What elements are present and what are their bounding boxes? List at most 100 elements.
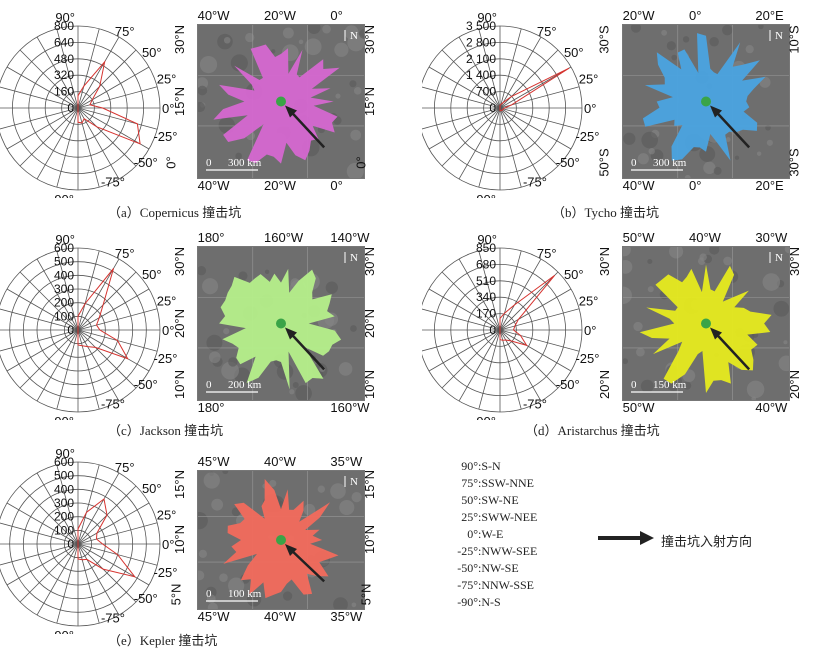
grid-spoke xyxy=(0,522,79,545)
right-coordinate-label: 15°N xyxy=(362,469,378,499)
map-canvas: N 200 km 0 xyxy=(198,247,364,400)
radial-tick-label: 510 xyxy=(476,274,496,288)
angle-label: -25° xyxy=(153,565,177,580)
legend-row: 0°:W-E xyxy=(446,527,503,542)
terrain-crater xyxy=(322,25,331,34)
angle-label: 50° xyxy=(564,45,584,60)
legend-row: -50°:NW-SE xyxy=(446,561,518,576)
terrain-crater xyxy=(246,592,262,607)
terrain-crater xyxy=(684,174,691,178)
terrain-crater xyxy=(207,602,218,609)
radial-tick-label: 3 500 xyxy=(466,19,496,33)
grid-spoke xyxy=(499,329,559,389)
grid-spoke xyxy=(499,28,522,109)
incidence-arrow-head xyxy=(710,105,722,118)
angle-label: 0° xyxy=(584,101,596,116)
grid-spoke xyxy=(499,329,580,352)
terrain-crater xyxy=(623,247,631,257)
grid-spoke xyxy=(77,329,137,389)
angle-label: 25° xyxy=(579,293,599,308)
top-coordinate-label: 45°W xyxy=(197,454,230,469)
terrain-crater xyxy=(722,25,733,36)
terrain-crater xyxy=(292,382,299,389)
grid-spoke xyxy=(441,329,501,389)
incidence-arrow-head xyxy=(285,105,297,118)
terrain-crater xyxy=(245,32,255,43)
grid-spoke xyxy=(77,288,150,331)
rose-series xyxy=(77,498,137,578)
crater-center-marker xyxy=(701,318,711,329)
grid-spoke xyxy=(19,271,79,331)
bottom-coordinate-label: 35°W xyxy=(330,609,363,624)
right-coordinate-label: 10°N xyxy=(362,524,378,555)
rose-series xyxy=(77,60,141,145)
radial-tick-label: 0 xyxy=(489,323,496,337)
terrain-crater xyxy=(304,38,322,56)
terrain-crater xyxy=(282,591,293,601)
angle-label: 90° xyxy=(55,232,75,247)
grid-spoke xyxy=(428,288,501,331)
bottom-coordinate-label: 40°W xyxy=(264,609,296,624)
scale-label: 200 km xyxy=(228,379,262,391)
grid-spoke xyxy=(499,107,580,130)
bottom-coordinate-label: 180° xyxy=(197,400,225,415)
terrain-crater xyxy=(751,396,757,400)
grid-spoke xyxy=(6,543,79,586)
scale-label: 300 km xyxy=(228,157,262,169)
terrain-crater xyxy=(633,321,643,332)
grid-spoke xyxy=(422,308,501,331)
legend-row: 90°:S-N xyxy=(446,459,501,474)
angle-label: -50° xyxy=(134,155,158,170)
terrain-crater xyxy=(648,148,655,155)
angle-label: -50° xyxy=(556,377,580,392)
crater-center-marker xyxy=(276,96,286,107)
arrow-legend-label: 撞击坑入射方向 xyxy=(661,534,753,549)
terrain-crater xyxy=(222,471,229,475)
angle-label: 50° xyxy=(142,481,162,496)
terrain-crater xyxy=(661,29,668,36)
crater-map: N 300 km 0 20°W 0° 20°E 40°W 0° 20°E 30°S 50°S 10°S… xyxy=(596,8,810,193)
grid-spoke xyxy=(36,543,79,616)
terrain-crater xyxy=(271,49,276,54)
terrain-crater xyxy=(623,286,632,304)
terrain-crater xyxy=(713,166,722,175)
angle-label: -75° xyxy=(101,397,125,412)
rose-diagram: 3 500 2 800 2 100 1 400 700 0 90° 75° 50° 25° 0° -2… xyxy=(422,10,599,198)
grid-spoke xyxy=(428,107,501,150)
angle-label: -25° xyxy=(575,129,599,144)
grid-spoke xyxy=(458,107,501,180)
radial-tick-label: 700 xyxy=(476,85,496,99)
terrain-crater xyxy=(334,42,349,57)
scale-zero: 0 xyxy=(206,379,212,391)
terrain-crater xyxy=(734,155,740,160)
grid-spoke xyxy=(499,271,559,331)
radial-tick-label: 0 xyxy=(67,101,74,115)
right-coordinate-label: 20°N xyxy=(787,369,803,399)
crater-map: N 200 km 0 180° 160°W 140°W 180° 160°W 30°N 20°N 1… xyxy=(172,230,385,415)
legend-direction: :S-N xyxy=(478,459,501,473)
legend-direction: :SWW-NEE xyxy=(478,510,538,524)
grid-spoke xyxy=(478,107,501,188)
legend-row: 75°:SSW-NNE xyxy=(446,476,534,491)
angle-label: -50° xyxy=(556,155,580,170)
left-coordinate-label: 20°N xyxy=(172,308,188,338)
angle-label: -25° xyxy=(575,351,599,366)
grid-spoke xyxy=(499,329,572,372)
left-coordinate-label: 50°S xyxy=(596,148,612,177)
terrain-crater xyxy=(199,55,218,74)
incidence-arrow xyxy=(713,108,751,149)
angle-label: -75° xyxy=(101,611,125,626)
grid-spoke xyxy=(499,107,572,150)
radial-tick-label: 300 xyxy=(54,282,74,296)
grid-spoke xyxy=(428,329,501,372)
left-coordinate-label: 10°N xyxy=(172,524,188,555)
grid-spoke xyxy=(77,36,120,109)
grid-spoke xyxy=(458,258,501,331)
terrain-crater xyxy=(303,503,316,516)
angle-label: 75° xyxy=(537,246,557,261)
bottom-coordinate-label: 40°W xyxy=(197,178,230,193)
right-coordinate-label: 10°S xyxy=(786,25,802,54)
terrain-crater xyxy=(666,41,676,51)
legend-row: 25°:SWW-NEE xyxy=(446,510,537,525)
terrain-crater xyxy=(647,259,653,264)
